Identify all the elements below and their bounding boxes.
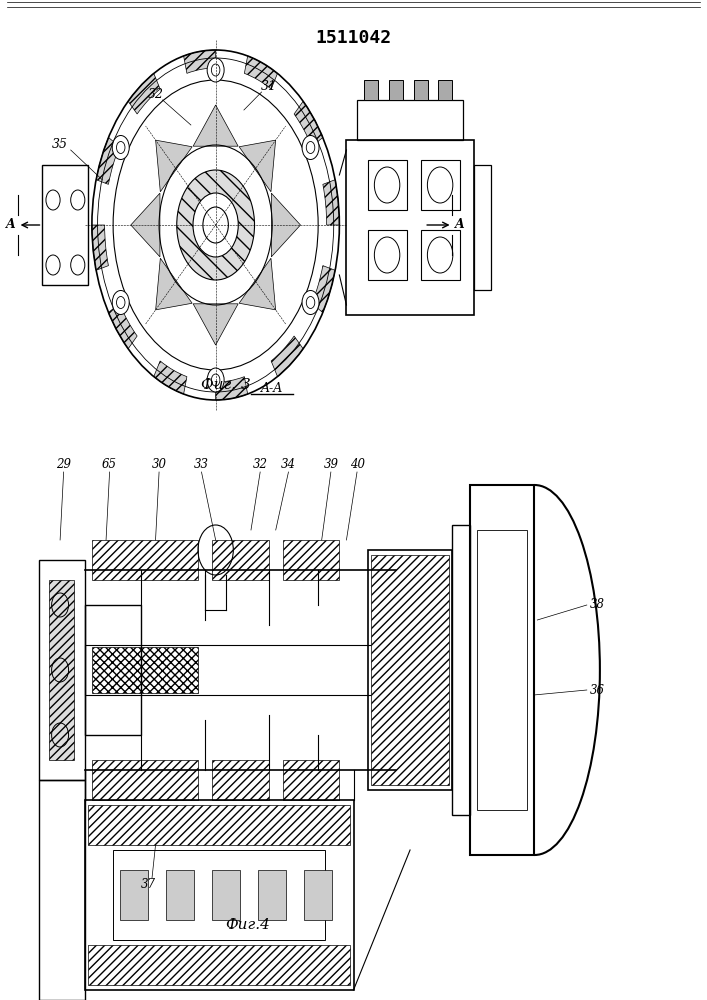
Wedge shape — [294, 101, 323, 146]
Bar — [39, 560, 85, 780]
Bar — [212, 540, 269, 580]
Wedge shape — [177, 170, 255, 280]
Polygon shape — [271, 193, 300, 257]
Bar — [42, 165, 88, 285]
Bar — [85, 605, 141, 735]
Bar — [438, 80, 452, 100]
Text: A-A: A-A — [261, 381, 284, 394]
Bar — [477, 530, 527, 810]
Text: 30: 30 — [151, 458, 167, 472]
Bar — [389, 80, 403, 100]
Text: 39: 39 — [323, 458, 339, 472]
Bar — [85, 800, 354, 990]
Wedge shape — [92, 225, 108, 270]
Bar — [364, 80, 378, 100]
Polygon shape — [239, 258, 276, 310]
Wedge shape — [184, 50, 216, 73]
Wedge shape — [216, 377, 247, 400]
Circle shape — [302, 135, 319, 159]
Bar — [368, 160, 407, 210]
Circle shape — [207, 368, 224, 392]
Bar — [212, 760, 269, 800]
Text: Фиг. 3: Фиг. 3 — [201, 378, 251, 392]
Circle shape — [112, 290, 129, 314]
Polygon shape — [193, 304, 238, 345]
Bar — [283, 760, 339, 800]
Bar — [212, 870, 240, 920]
Bar — [304, 870, 332, 920]
Bar — [470, 485, 534, 855]
Circle shape — [207, 58, 224, 82]
Text: 65: 65 — [102, 458, 117, 472]
Bar — [421, 160, 460, 210]
Bar — [49, 580, 74, 760]
Bar — [368, 230, 407, 280]
Bar — [120, 870, 148, 920]
Bar — [357, 100, 463, 140]
Text: 31: 31 — [261, 81, 276, 94]
Bar — [92, 540, 198, 580]
Bar — [92, 760, 198, 800]
Circle shape — [112, 135, 129, 159]
Wedge shape — [128, 73, 160, 114]
Bar — [258, 870, 286, 920]
Wedge shape — [323, 180, 339, 225]
Text: 40: 40 — [349, 458, 365, 472]
Bar — [371, 555, 449, 785]
Bar — [452, 525, 470, 815]
Text: 38: 38 — [590, 598, 605, 611]
Text: 37: 37 — [141, 879, 156, 892]
Bar — [414, 80, 428, 100]
Bar — [421, 230, 460, 280]
Text: 33: 33 — [194, 458, 209, 472]
Bar — [88, 945, 350, 985]
Text: 35: 35 — [52, 138, 68, 151]
Wedge shape — [245, 56, 277, 89]
Circle shape — [302, 290, 319, 314]
Text: 29: 29 — [56, 458, 71, 472]
Bar — [346, 140, 474, 315]
Bar — [368, 550, 452, 790]
Bar — [474, 165, 491, 290]
Polygon shape — [193, 105, 238, 146]
Text: 32: 32 — [252, 458, 268, 472]
Bar — [39, 780, 85, 1000]
Bar — [166, 870, 194, 920]
Bar — [283, 540, 339, 580]
Circle shape — [193, 193, 238, 257]
Wedge shape — [108, 304, 137, 349]
Text: 34: 34 — [281, 458, 296, 472]
Bar — [85, 645, 382, 695]
Text: 36: 36 — [590, 684, 605, 696]
Wedge shape — [312, 266, 335, 312]
Polygon shape — [156, 140, 192, 192]
Wedge shape — [96, 137, 119, 184]
Polygon shape — [131, 193, 160, 257]
Bar — [113, 850, 325, 940]
Wedge shape — [153, 361, 187, 394]
Wedge shape — [271, 336, 303, 377]
Text: 1511042: 1511042 — [315, 29, 392, 47]
Bar — [92, 647, 198, 693]
Text: A: A — [455, 219, 464, 232]
Bar — [88, 805, 350, 845]
Polygon shape — [156, 258, 192, 310]
Text: A: A — [6, 219, 16, 232]
Text: Фиг.4: Фиг.4 — [225, 918, 270, 932]
Polygon shape — [239, 140, 276, 192]
Text: 32: 32 — [148, 89, 163, 102]
